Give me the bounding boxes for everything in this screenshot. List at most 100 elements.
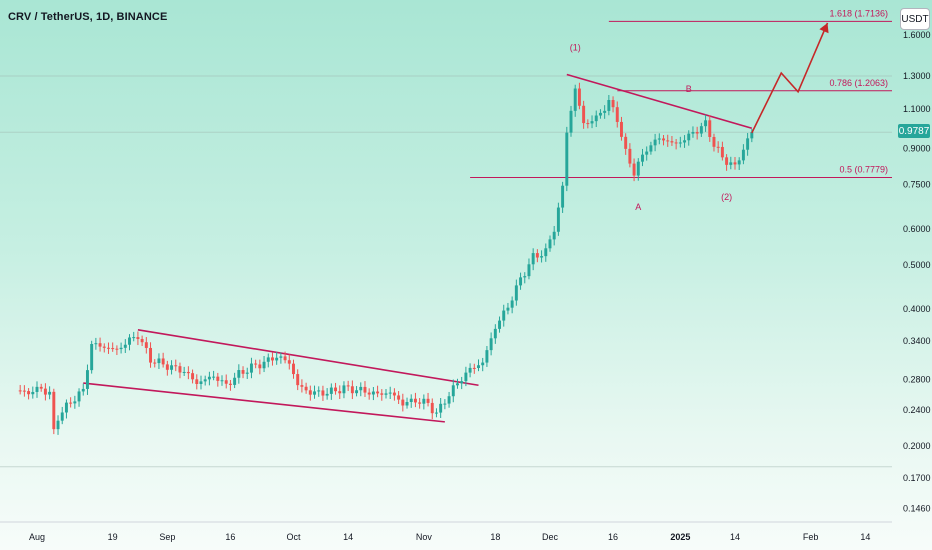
candle-body bbox=[35, 386, 39, 392]
candle-body bbox=[270, 357, 274, 361]
currency-unit-badge[interactable]: USDT bbox=[900, 8, 930, 30]
candle-body bbox=[695, 132, 699, 134]
candle-body bbox=[477, 365, 480, 369]
candle-body bbox=[90, 344, 94, 371]
projection-line bbox=[751, 22, 829, 134]
grid-lines bbox=[0, 75, 892, 468]
candle-body bbox=[401, 399, 405, 406]
trend-line bbox=[83, 382, 445, 423]
candle-body bbox=[422, 398, 426, 404]
fib-level-label: 1.618 (1.7136) bbox=[829, 8, 888, 18]
candle-body bbox=[329, 387, 333, 394]
x-tick-label: Dec bbox=[542, 532, 559, 542]
candle-body bbox=[657, 138, 661, 140]
candle-body bbox=[712, 136, 716, 147]
candle-body bbox=[384, 393, 388, 395]
x-tick-label: 14 bbox=[343, 532, 353, 542]
candle-body bbox=[241, 370, 245, 374]
x-tick-label: Feb bbox=[803, 532, 819, 542]
candle-body bbox=[565, 132, 569, 186]
candle-body bbox=[73, 401, 77, 404]
x-tick-label: 14 bbox=[860, 532, 870, 542]
candle-body bbox=[161, 358, 165, 365]
candle-body bbox=[195, 379, 199, 384]
candle-body bbox=[641, 154, 644, 162]
x-tick-label: 16 bbox=[225, 532, 235, 542]
candle-body bbox=[111, 348, 115, 350]
candle-body bbox=[85, 370, 89, 389]
candle-body bbox=[346, 385, 350, 387]
candle-body bbox=[388, 392, 392, 394]
candle-body bbox=[569, 110, 573, 133]
candle-body bbox=[678, 142, 682, 144]
candle-body bbox=[380, 393, 384, 395]
candle-body bbox=[102, 346, 106, 348]
x-tick-label: 14 bbox=[730, 532, 740, 542]
candles bbox=[18, 82, 754, 435]
candle-body bbox=[531, 253, 535, 265]
candle-body bbox=[371, 391, 375, 395]
candle-body bbox=[540, 256, 544, 258]
candle-body bbox=[132, 337, 136, 339]
candle-body bbox=[296, 374, 300, 386]
y-tick-label: 0.9000 bbox=[903, 144, 931, 154]
candle-body bbox=[607, 100, 611, 111]
x-tick-label: 16 bbox=[608, 532, 618, 542]
trend-channels bbox=[83, 73, 753, 423]
candle-body bbox=[191, 373, 195, 380]
candle-body bbox=[254, 363, 258, 365]
y-tick-label: 0.4000 bbox=[903, 304, 931, 314]
candle-body bbox=[338, 391, 342, 394]
candle-body bbox=[510, 300, 514, 308]
candle-body bbox=[619, 121, 623, 137]
candle-body bbox=[746, 138, 750, 150]
candle-body bbox=[594, 115, 598, 122]
candle-body bbox=[279, 356, 283, 358]
candle-body bbox=[502, 310, 506, 321]
wave-labels: (1) A B (2) bbox=[570, 42, 732, 212]
candle-body bbox=[611, 100, 615, 108]
x-tick-label: Oct bbox=[286, 532, 301, 542]
candle-body bbox=[582, 105, 586, 124]
candle-body bbox=[615, 107, 619, 122]
candle-body bbox=[670, 141, 674, 143]
candle-body bbox=[39, 386, 43, 389]
candle-body bbox=[77, 391, 81, 402]
candle-body bbox=[376, 391, 380, 394]
candle-body bbox=[228, 383, 232, 385]
candle-body bbox=[207, 376, 211, 380]
wave-label: A bbox=[635, 202, 641, 212]
fib-level-label: 0.5 (0.7779) bbox=[839, 165, 888, 175]
candle-body bbox=[174, 365, 178, 367]
candle-body bbox=[397, 395, 401, 400]
candle-body bbox=[649, 145, 653, 152]
y-tick-label: 1.1000 bbox=[903, 104, 931, 114]
y-tick-label: 1.6000 bbox=[903, 30, 931, 40]
candle-body bbox=[413, 398, 417, 403]
candle-body bbox=[52, 391, 56, 430]
candle-body bbox=[107, 347, 110, 349]
candle-body bbox=[317, 390, 321, 392]
candle-body bbox=[645, 151, 649, 155]
candle-body bbox=[367, 392, 371, 395]
candle-body bbox=[716, 146, 720, 148]
trend-line bbox=[566, 73, 753, 130]
candle-body bbox=[359, 386, 363, 391]
candle-body bbox=[157, 358, 161, 364]
candle-body bbox=[544, 248, 548, 257]
candle-body bbox=[69, 402, 73, 404]
candle-body bbox=[632, 163, 636, 176]
projection-path bbox=[751, 22, 829, 134]
candle-body bbox=[136, 337, 140, 340]
candle-body bbox=[548, 239, 552, 249]
y-tick-label: 1.3000 bbox=[903, 71, 931, 81]
candle-body bbox=[523, 276, 527, 278]
candle-body bbox=[426, 398, 430, 403]
candle-body bbox=[498, 320, 502, 329]
candle-body bbox=[653, 139, 657, 146]
candle-body bbox=[275, 357, 279, 361]
candle-body bbox=[556, 207, 560, 232]
candle-body bbox=[451, 385, 455, 397]
